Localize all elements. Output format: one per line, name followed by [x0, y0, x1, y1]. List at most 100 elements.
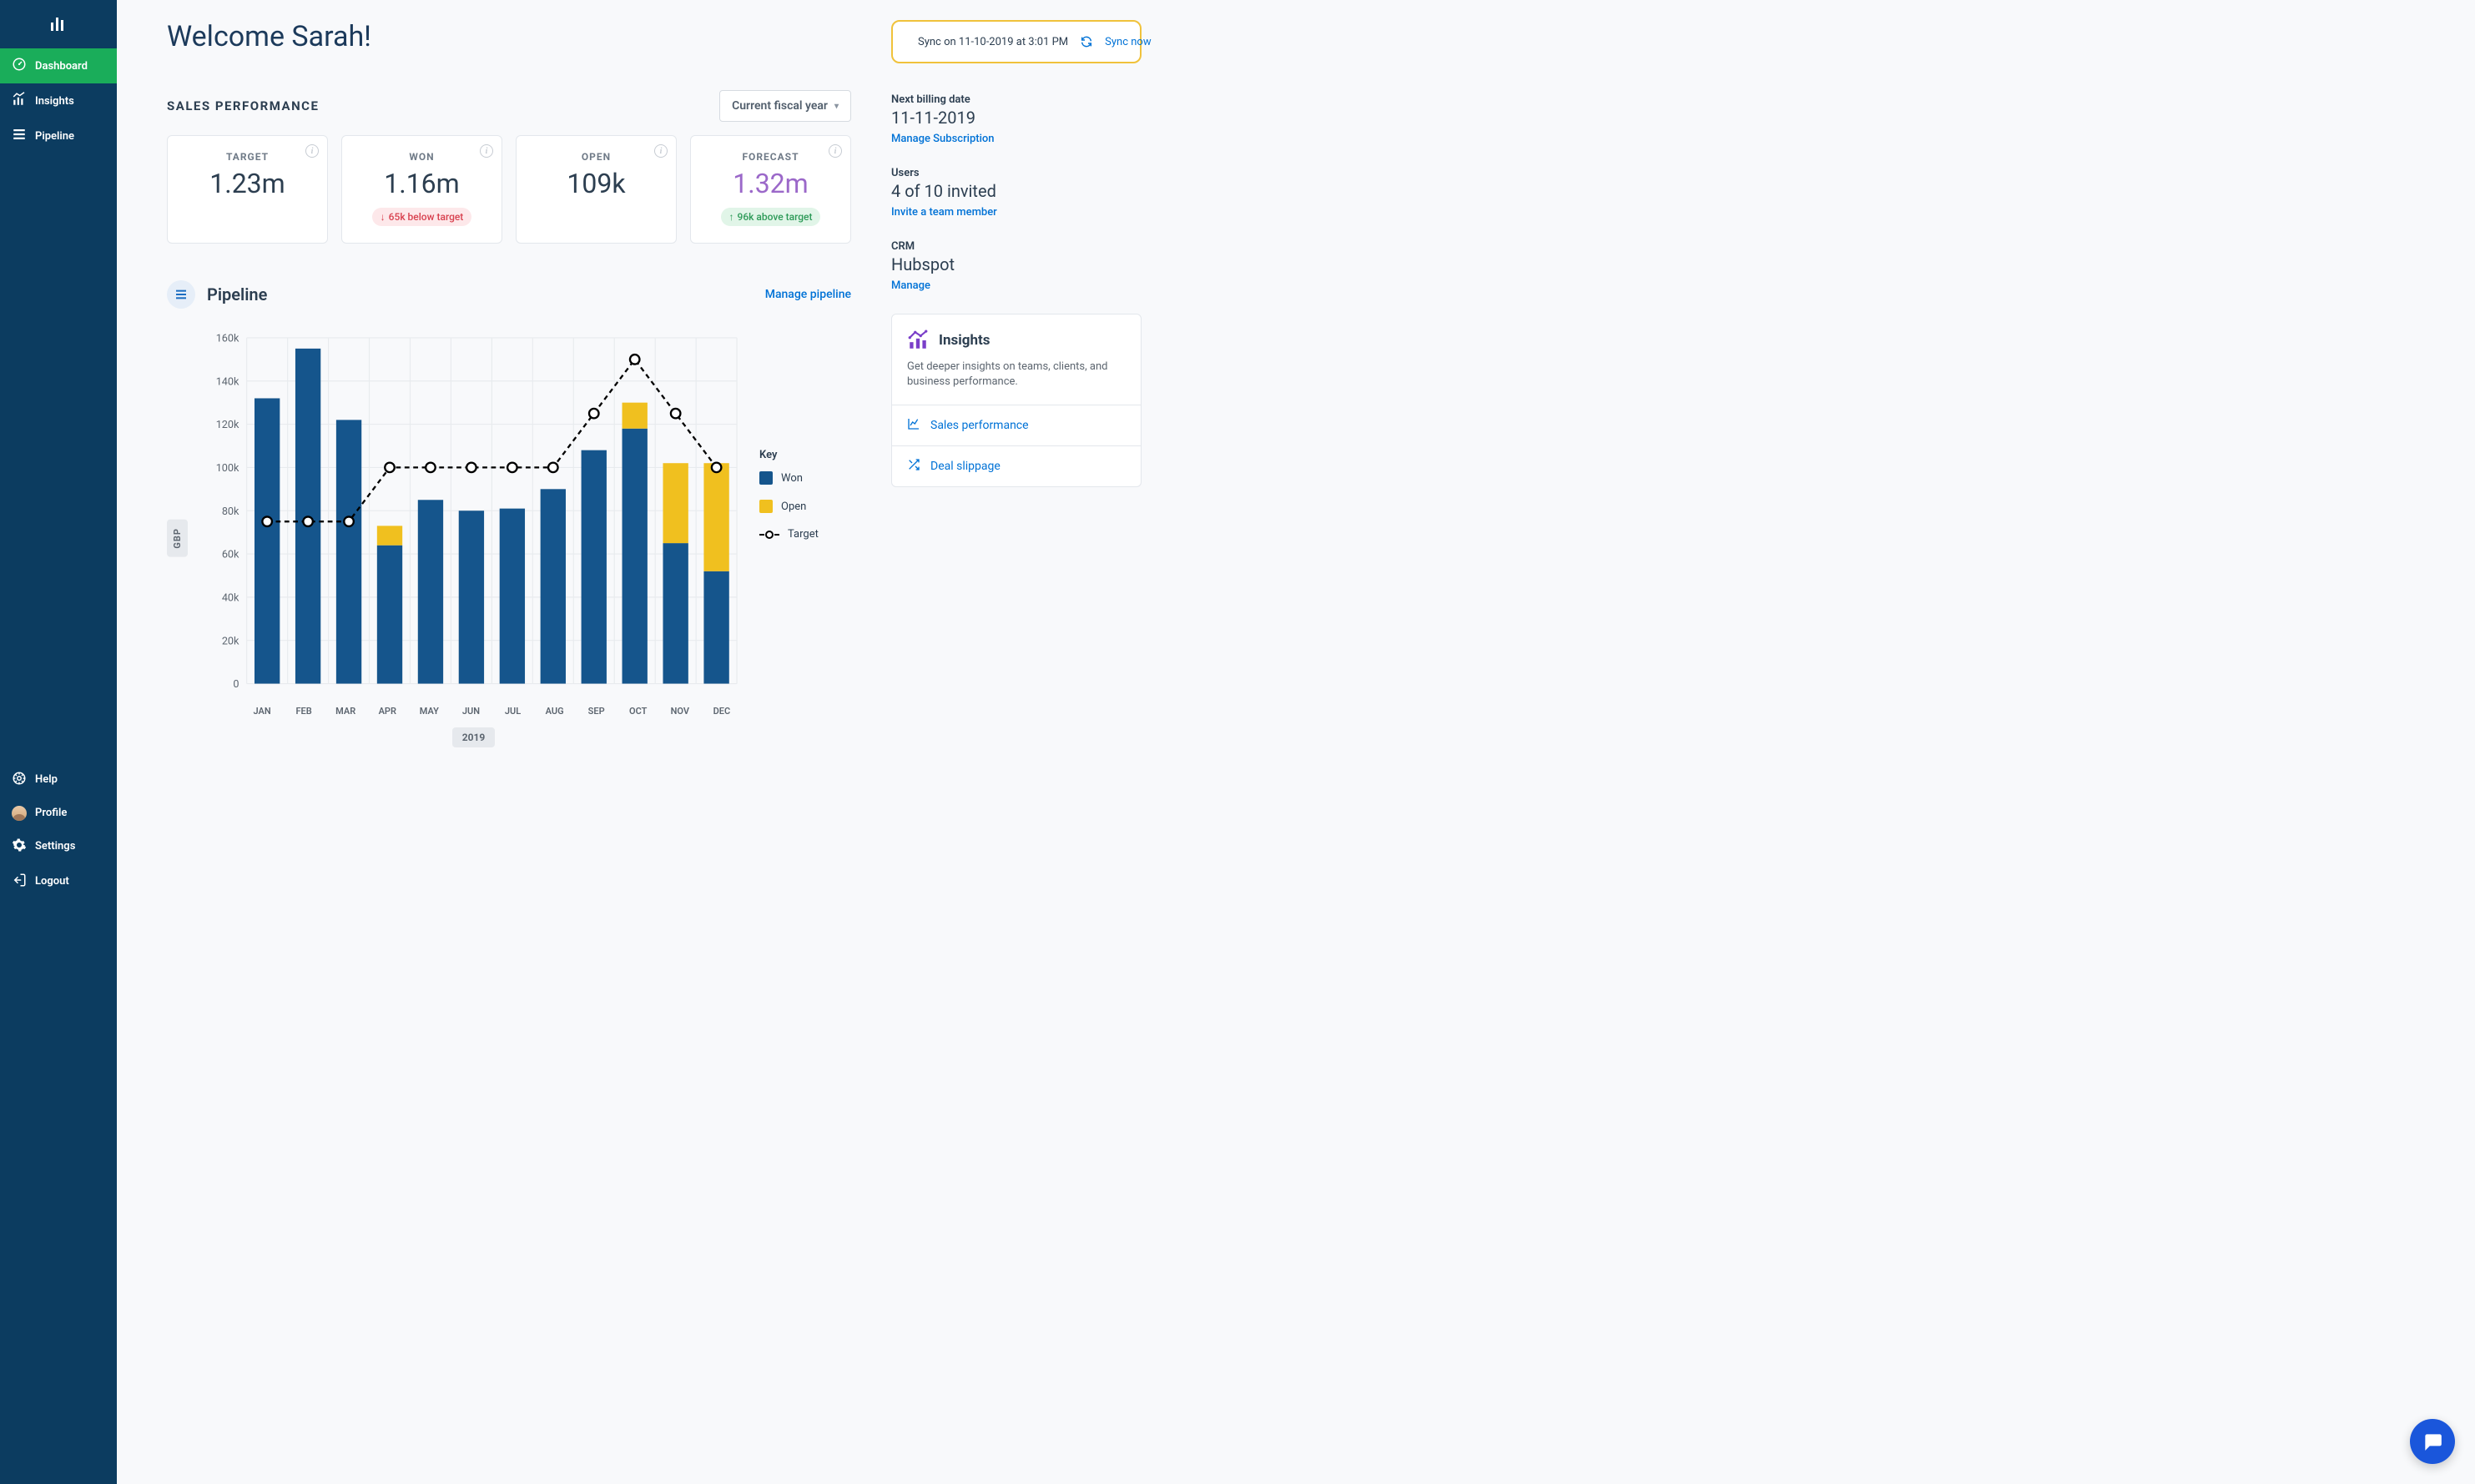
- right-column: Sync on 11-10-2019 at 3:01 PM Sync now N…: [891, 20, 1142, 1454]
- kpi-value: 1.23m: [179, 168, 315, 199]
- kpi-value: 1.16m: [354, 168, 490, 199]
- crm-link[interactable]: Manage: [891, 279, 930, 292]
- avatar-icon: [12, 806, 27, 821]
- chart-x-label: JUL: [491, 706, 533, 717]
- nav-item-dashboard[interactable]: Dashboard: [0, 48, 117, 83]
- bar-won: [582, 450, 607, 684]
- target-marker: [344, 516, 354, 526]
- arrow-up-icon: ↑: [729, 211, 734, 223]
- billing-link[interactable]: Manage Subscription: [891, 133, 995, 145]
- legend-item: Open: [759, 500, 851, 513]
- nav-item-help[interactable]: Help: [0, 762, 117, 797]
- nav-item-settings[interactable]: Settings: [0, 829, 117, 864]
- kpi-label: WON: [354, 151, 490, 163]
- info-icon[interactable]: i: [654, 144, 668, 158]
- target-marker: [426, 463, 436, 473]
- chart-legend: Key WonOpenTarget: [759, 332, 851, 744]
- users-link[interactable]: Invite a team member: [891, 206, 997, 219]
- gear-icon: [12, 838, 27, 856]
- users-value: 4 of 10 invited: [891, 181, 1142, 201]
- bar-open: [663, 463, 688, 543]
- legend-marker-icon: [759, 534, 779, 536]
- info-icon[interactable]: i: [305, 144, 319, 158]
- chart-y-unit: GBP: [167, 332, 188, 744]
- svg-text:80k: 80k: [222, 506, 239, 518]
- legend-item: Won: [759, 471, 851, 485]
- chart-x-label: SEP: [576, 706, 617, 717]
- insights-link-deal-slippage[interactable]: Deal slippage: [892, 445, 1141, 486]
- chart-x-label: APR: [366, 706, 408, 717]
- nav-item-profile[interactable]: Profile: [0, 797, 117, 829]
- target-marker: [671, 409, 681, 419]
- nav-item-pipeline[interactable]: Pipeline: [0, 118, 117, 153]
- billing-value: 11-11-2019: [891, 108, 1142, 128]
- billing-label: Next billing date: [891, 93, 1142, 106]
- kpi-label: OPEN: [528, 151, 664, 163]
- target-marker: [712, 463, 722, 473]
- bar-won: [623, 429, 648, 684]
- pipeline-icon: [167, 280, 195, 309]
- info-icon[interactable]: i: [829, 144, 842, 158]
- info-icon[interactable]: i: [480, 144, 493, 158]
- svg-text:60k: 60k: [222, 549, 239, 561]
- crm-label: CRM: [891, 240, 1142, 253]
- bar-won: [336, 420, 361, 683]
- bar-won: [377, 546, 402, 684]
- bar-won: [418, 500, 443, 683]
- pipeline-title: Pipeline: [207, 284, 267, 304]
- kpi-won: i WON 1.16m ↓65k below target: [341, 135, 502, 244]
- chat-fab[interactable]: [2410, 1419, 2455, 1464]
- insights-icon: [907, 329, 929, 351]
- target-marker: [466, 463, 476, 473]
- bar-open: [377, 526, 402, 545]
- crm-value: Hubspot: [891, 254, 1142, 274]
- bar-won: [459, 511, 484, 683]
- logout-icon: [12, 873, 27, 891]
- nav-bottom: Help Profile Settings Logout: [0, 762, 117, 1484]
- chat-icon: [2422, 1431, 2443, 1452]
- svg-text:40k: 40k: [222, 591, 239, 604]
- logo: [0, 0, 117, 48]
- nav-item-label: Profile: [35, 807, 67, 819]
- chart-x-label: FEB: [283, 706, 325, 717]
- insights-link-sales-performance[interactable]: Sales performance: [892, 405, 1141, 445]
- sync-now-link[interactable]: Sync now: [1105, 36, 1151, 48]
- period-select[interactable]: Current fiscal year: [719, 90, 851, 122]
- nav-item-insights[interactable]: Insights: [0, 83, 117, 118]
- billing-block: Next billing date 11-11-2019 Manage Subs…: [891, 93, 1142, 145]
- sidebar: Dashboard Insights Pipeline Help Profile Set…: [0, 0, 117, 1484]
- insights-card: Insights Get deeper insights on teams, c…: [891, 314, 1142, 487]
- sync-text: Sync on 11-10-2019 at 3:01 PM: [918, 36, 1068, 48]
- chart-x-label: DEC: [701, 706, 743, 717]
- chart-x-label: AUG: [534, 706, 576, 717]
- dashboard-icon: [12, 57, 27, 75]
- pipeline-icon: [12, 127, 27, 145]
- insights-icon: [12, 92, 27, 110]
- sync-refresh-icon[interactable]: [1080, 35, 1093, 48]
- bar-won: [541, 489, 566, 683]
- manage-pipeline-link[interactable]: Manage pipeline: [765, 288, 851, 301]
- legend-swatch: [759, 471, 773, 485]
- nav-item-label: Logout: [35, 875, 69, 888]
- insights-title: Insights: [939, 332, 990, 349]
- main-content: Welcome Sarah! SALES PERFORMANCE Current…: [117, 0, 2475, 1484]
- svg-text:140k: 140k: [216, 375, 239, 388]
- nav-item-logout[interactable]: Logout: [0, 864, 117, 899]
- nav-item-label: Pipeline: [35, 130, 74, 143]
- kpi-badge: ↓65k below target: [372, 208, 472, 226]
- target-marker: [548, 463, 558, 473]
- kpi-forecast: i FORECAST 1.32m ↑96k above target: [690, 135, 851, 244]
- period-select-label: Current fiscal year: [732, 99, 828, 113]
- kpi-value: 109k: [528, 168, 664, 199]
- target-marker: [303, 516, 313, 526]
- arrow-down-icon: ↓: [381, 211, 386, 223]
- users-label: Users: [891, 167, 1142, 179]
- pipeline-chart: GBP 020k40k60k80k100k120k140k160k JANFEB…: [167, 332, 851, 744]
- svg-text:160k: 160k: [216, 333, 239, 345]
- users-block: Users 4 of 10 invited Invite a team memb…: [891, 167, 1142, 219]
- target-marker: [589, 409, 599, 419]
- nav-item-label: Dashboard: [35, 60, 88, 73]
- svg-text:0: 0: [233, 678, 239, 691]
- chart-line-icon: [907, 417, 920, 434]
- kpi-open: i OPEN 109k: [516, 135, 677, 244]
